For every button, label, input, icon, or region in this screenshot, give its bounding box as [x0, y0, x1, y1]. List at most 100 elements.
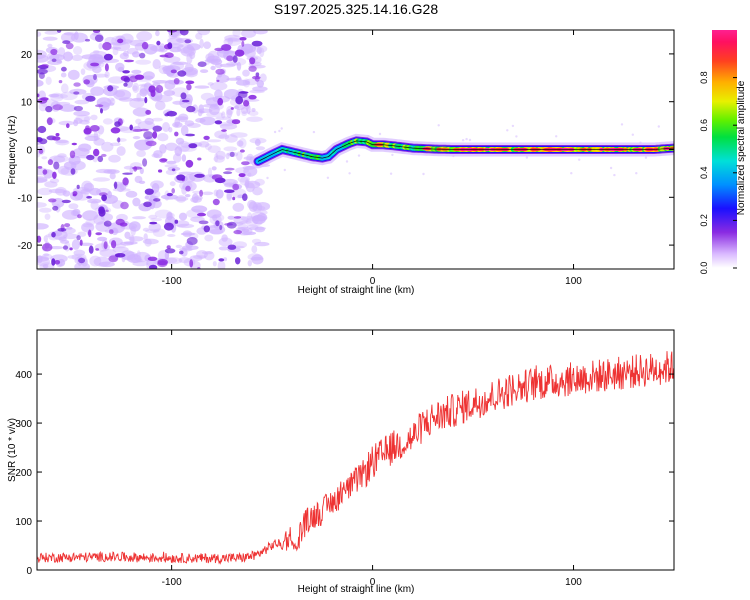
noise-blob	[61, 199, 71, 204]
noise-blob	[93, 138, 105, 146]
noise-blob	[73, 105, 83, 112]
noise-blob	[44, 181, 58, 188]
noise-blob	[190, 196, 202, 203]
noise-blob	[132, 216, 146, 220]
noise-blob	[152, 125, 162, 132]
noise-blob	[155, 94, 173, 103]
noise-blob	[241, 30, 257, 38]
noise-blob	[174, 219, 179, 224]
noise-blob	[252, 187, 263, 196]
noise-blob	[613, 173, 616, 177]
noise-blob	[105, 209, 109, 213]
noise-blob	[50, 92, 64, 102]
noise-blob	[95, 104, 104, 108]
noise-blob	[232, 183, 240, 191]
noise-blob	[178, 257, 191, 264]
noise-blob	[112, 188, 131, 192]
noise-blob	[194, 173, 205, 178]
noise-blob	[100, 108, 103, 114]
noise-blob	[168, 127, 173, 133]
noise-blob	[72, 193, 77, 197]
noise-blob	[229, 151, 235, 157]
noise-blob	[184, 120, 195, 127]
noise-blob	[511, 124, 515, 128]
spectrogram-xtick-label: 100	[565, 276, 582, 287]
noise-blob	[278, 129, 281, 133]
noise-blob	[635, 172, 638, 175]
noise-blob	[177, 141, 191, 152]
noise-blob	[200, 69, 209, 73]
noise-blob	[206, 139, 222, 143]
noise-blob	[83, 79, 90, 85]
noise-blob	[122, 172, 133, 175]
noise-blob	[437, 124, 440, 127]
noise-blob	[167, 234, 176, 237]
noise-blob	[152, 59, 161, 70]
noise-blob	[199, 189, 204, 197]
noise-blob	[232, 241, 247, 249]
noise-blob	[253, 30, 268, 35]
noise-blob	[345, 160, 349, 163]
noise-blob	[179, 250, 184, 255]
noise-blob	[124, 231, 131, 239]
noise-blob	[66, 123, 70, 129]
noise-blob	[49, 246, 64, 250]
noise-blob	[94, 34, 104, 42]
noise-blob	[225, 152, 230, 160]
noise-blob	[37, 125, 47, 134]
noise-blob	[147, 256, 158, 261]
noise-blob	[243, 100, 250, 107]
noise-blob	[43, 253, 50, 257]
noise-blob	[198, 220, 209, 225]
noise-blob	[176, 174, 186, 181]
noise-blob	[185, 185, 191, 192]
noise-blob	[224, 182, 236, 188]
noise-blob	[150, 217, 163, 222]
noise-blob	[120, 250, 135, 261]
noise-blob	[132, 136, 141, 140]
noise-blob	[44, 213, 51, 220]
noise-blob	[76, 184, 80, 189]
noise-blob	[107, 191, 112, 199]
noise-blob	[68, 203, 79, 210]
noise-blob	[86, 154, 95, 161]
noise-blob	[237, 91, 248, 98]
noise-blob	[215, 220, 220, 227]
noise-blob	[144, 117, 154, 125]
spectrogram-ytick-label: 0	[26, 146, 32, 157]
noise-blob	[178, 113, 189, 123]
noise-blob	[111, 240, 117, 249]
noise-blob	[136, 92, 142, 102]
noise-blob	[149, 199, 156, 210]
noise-blob	[52, 171, 57, 179]
noise-blob	[159, 54, 169, 58]
noise-blob	[142, 227, 150, 232]
noise-blob	[37, 187, 53, 196]
noise-blob	[232, 196, 236, 201]
noise-blob	[153, 198, 161, 202]
noise-blob	[90, 86, 105, 96]
noise-blob	[86, 196, 92, 199]
noise-blob	[212, 198, 220, 206]
noise-blob	[49, 155, 66, 163]
noise-blob	[180, 248, 188, 257]
noise-blob	[644, 156, 648, 159]
noise-blob	[93, 214, 105, 225]
spectrogram-xtick-label: 0	[370, 276, 376, 287]
noise-blob	[259, 73, 267, 83]
noise-blob	[251, 40, 263, 47]
noise-blob	[63, 51, 73, 62]
noise-blob	[249, 89, 265, 94]
noise-blob	[206, 209, 222, 219]
noise-blob	[197, 212, 206, 217]
noise-blob	[219, 123, 238, 130]
noise-blob	[657, 125, 660, 128]
noise-blob	[69, 247, 73, 251]
noise-blob	[241, 228, 250, 233]
noise-blob	[108, 154, 121, 163]
noise-blob	[578, 158, 581, 161]
noise-blob	[248, 65, 257, 72]
noise-blob	[148, 214, 158, 220]
noise-blob	[173, 78, 180, 85]
noise-blob	[52, 205, 59, 211]
